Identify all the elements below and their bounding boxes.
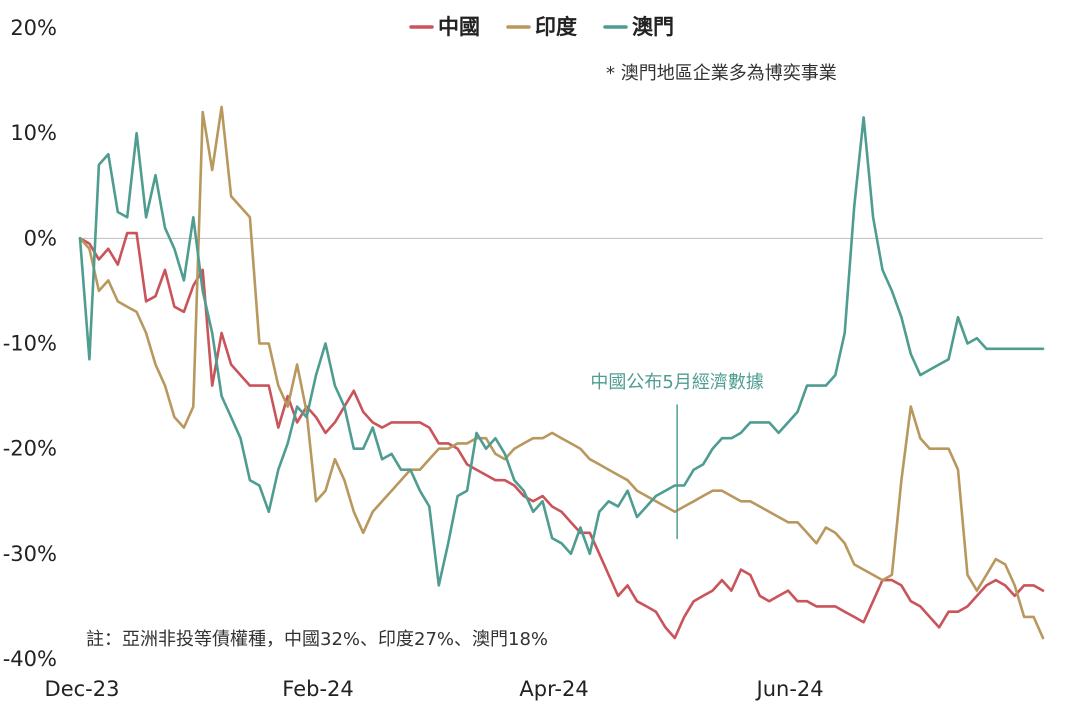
y-tick-label: -20% (3, 437, 57, 461)
y-tick-label: 10% (10, 121, 57, 145)
y-tick-label: 0% (24, 226, 57, 250)
y-tick-label: -10% (3, 332, 57, 356)
legend-label: 澳門 (632, 15, 674, 39)
annotations: * 澳門地區企業多為博奕事業中國公布5月經濟數據註：亞洲非投等債權種，中國32%… (86, 63, 837, 650)
y-tick-label: -40% (3, 647, 57, 671)
series-line-3 (78, 116, 1045, 587)
y-tick-label: -30% (3, 542, 57, 566)
x-axis: Dec-23 Feb-24 Apr-24 Jun-24 (45, 677, 824, 701)
legend-label: 印度 (535, 15, 577, 39)
y-axis: 20% 10% 0% -10% -20% -30% -40% (3, 16, 57, 671)
x-tick-label: Dec-23 (45, 677, 120, 701)
legend: 中國 印度 澳門 (409, 15, 674, 39)
event-marker-label: 中國公布5月經濟數據 (590, 372, 763, 393)
x-tick-label: Apr-24 (519, 677, 588, 701)
footnote: 註：亞洲非投等債權種，中國32%、印度27%、澳門18% (86, 629, 548, 650)
y-tick-label: 20% (10, 16, 57, 40)
series-line-2 (78, 105, 1045, 640)
note-macau: * 澳門地區企業多為博奕事業 (606, 63, 837, 84)
series-line-1 (78, 231, 1045, 640)
series-group (78, 105, 1045, 640)
x-tick-label: Feb-24 (282, 677, 353, 701)
legend-label: 中國 (438, 15, 480, 39)
x-tick-label: Jun-24 (755, 677, 824, 701)
